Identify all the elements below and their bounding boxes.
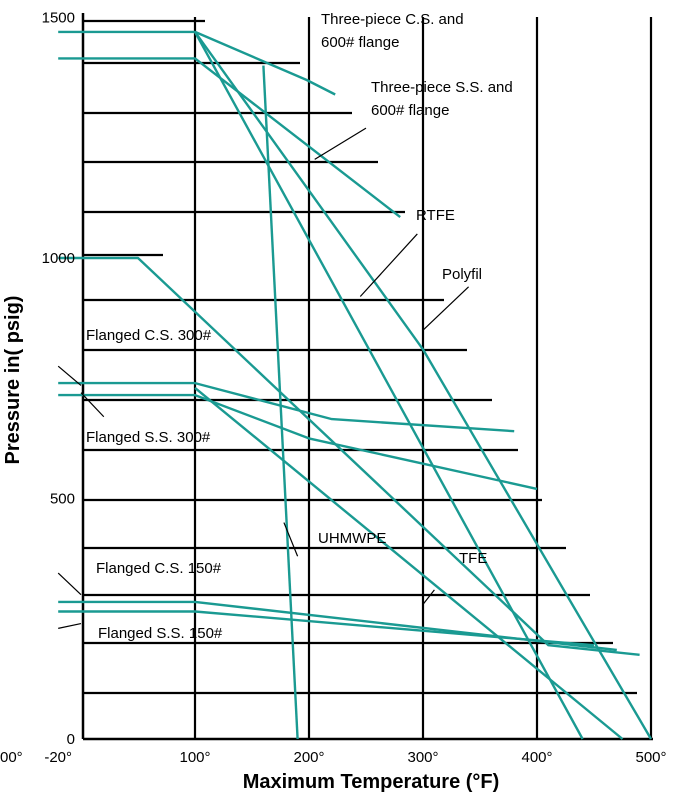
annotations: Three-piece C.S. and 600# flange Three-pie… bbox=[86, 11, 513, 642]
series-line-11 bbox=[194, 386, 624, 740]
series-line-8 bbox=[58, 610, 595, 647]
series-line-5 bbox=[58, 381, 515, 433]
annotation-label: Three-piece S.S. and bbox=[371, 79, 513, 96]
x-tick-label: 200° bbox=[293, 749, 324, 766]
y-tick-label: 1000 bbox=[42, 250, 75, 267]
annotation-label: Three-piece C.S. and bbox=[321, 11, 464, 28]
series-lines bbox=[58, 30, 653, 740]
x-tick-label: 400° bbox=[521, 749, 552, 766]
annotation-leader bbox=[58, 622, 82, 629]
annotation-label: UHMWPE bbox=[318, 530, 386, 547]
y-tick-label: 0 bbox=[67, 731, 75, 748]
annotation-leader bbox=[283, 522, 299, 557]
annotation-label: Polyfil bbox=[442, 266, 482, 283]
series-line-7 bbox=[58, 600, 617, 652]
x-tick-label: 100° bbox=[179, 749, 210, 766]
x-tick-label-clipped: 00° bbox=[0, 749, 23, 766]
y-tick-labels: 0 500 1000 1500 bbox=[42, 10, 75, 749]
annotation-label: Flanged C.S. 300# bbox=[86, 327, 212, 344]
annotation-label: TFE bbox=[459, 550, 487, 567]
series-line-1 bbox=[58, 30, 336, 96]
series-line-6 bbox=[58, 393, 538, 491]
x-tick-labels: -20° 100° 200° 300° 400° 500° 00° bbox=[0, 749, 667, 766]
vertical-grid bbox=[193, 17, 653, 739]
annotation-leader bbox=[422, 589, 435, 605]
annotation-leader bbox=[422, 286, 470, 331]
annotation-leaders bbox=[57, 127, 470, 629]
series-line-9 bbox=[262, 65, 299, 740]
annotation-leader bbox=[57, 365, 82, 386]
annotation-label: Flanged S.S. 300# bbox=[86, 429, 211, 446]
horizontal-grid bbox=[83, 19, 637, 695]
series-line-10 bbox=[193, 31, 584, 740]
plot-frame bbox=[81, 13, 653, 741]
series-line-2 bbox=[58, 57, 401, 219]
annotation-label: 600# flange bbox=[321, 34, 399, 51]
y-tick-label: 500 bbox=[50, 491, 75, 508]
x-tick-label: -20° bbox=[44, 749, 72, 766]
x-tick-label: 300° bbox=[407, 749, 438, 766]
x-tick-label: 500° bbox=[635, 749, 666, 766]
y-axis-title: Pressure in( psig) bbox=[2, 296, 24, 465]
annotation-label: Flanged C.S. 150# bbox=[96, 560, 222, 577]
x-axis-title: Maximum Temperature (°F) bbox=[243, 771, 500, 793]
annotation-label: Flanged S.S. 150# bbox=[98, 625, 223, 642]
annotation-leader bbox=[80, 392, 105, 418]
series-line-4 bbox=[194, 31, 653, 740]
annotation-leader bbox=[57, 572, 82, 596]
y-tick-label: 1500 bbox=[42, 10, 75, 27]
series-line-3 bbox=[58, 256, 640, 656]
annotation-leader bbox=[314, 127, 367, 160]
annotation-leader bbox=[359, 233, 418, 297]
annotation-label: RTFE bbox=[416, 207, 455, 224]
annotation-label: 600# flange bbox=[371, 102, 449, 119]
